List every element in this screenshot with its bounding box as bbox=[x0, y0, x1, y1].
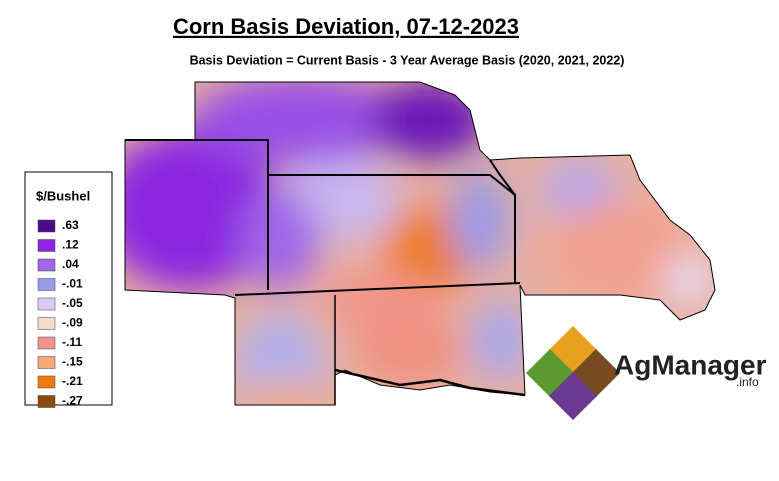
logo-suffix: .info bbox=[736, 375, 759, 389]
legend: $/Bushel .63 .12 .04 -.01 -.05 -.09 -.11 -.15 -.… bbox=[24, 171, 113, 408]
legend-label: -.21 bbox=[62, 374, 83, 388]
legend-label: .63 bbox=[62, 218, 79, 232]
legend-label: -.15 bbox=[62, 355, 83, 369]
legend-swatch bbox=[37, 395, 56, 408]
legend-swatch bbox=[37, 258, 56, 272]
legend-label: -.27 bbox=[62, 394, 83, 408]
legend-swatch bbox=[37, 356, 56, 369]
legend-swatch bbox=[37, 375, 56, 389]
legend-swatch bbox=[37, 219, 56, 233]
legend-label: -.09 bbox=[62, 316, 83, 330]
legend-label: .12 bbox=[62, 238, 79, 252]
legend-swatch bbox=[37, 336, 56, 350]
legend-swatch bbox=[37, 317, 56, 330]
legend-swatch bbox=[37, 239, 56, 252]
logo-name: AgManager bbox=[614, 349, 767, 380]
state-borders bbox=[124, 81, 716, 406]
map-subtitle: Basis Deviation = Current Basis - 3 Year… bbox=[190, 53, 625, 67]
logo: AgManager .info bbox=[525, 325, 767, 421]
map-title: Corn Basis Deviation, 07-12-2023 bbox=[173, 14, 519, 39]
legend-swatch bbox=[37, 297, 56, 311]
legend-title: $/Bushel bbox=[36, 188, 90, 203]
legend-label: -.11 bbox=[62, 335, 82, 349]
legend-label: -.01 bbox=[62, 277, 83, 291]
legend-label: .04 bbox=[62, 257, 79, 271]
legend-swatch bbox=[37, 278, 56, 291]
legend-label: -.05 bbox=[62, 296, 83, 310]
